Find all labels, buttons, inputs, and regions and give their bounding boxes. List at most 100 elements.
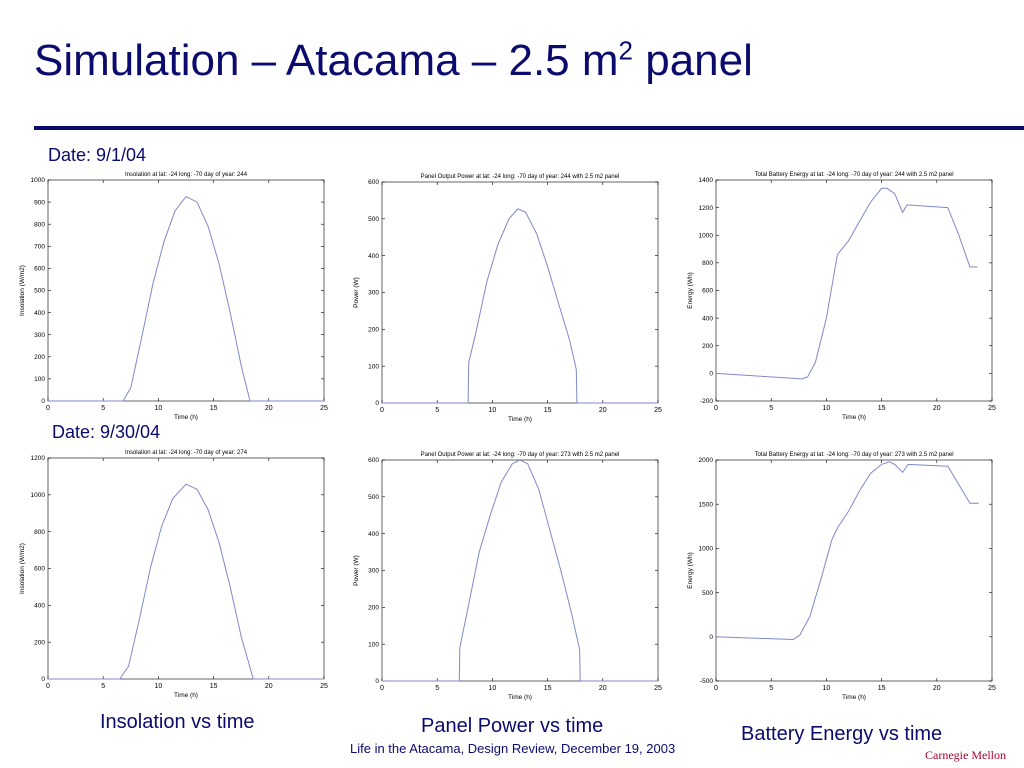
x-tick-label: 5 (435, 685, 439, 692)
y-tick-label: 0 (41, 676, 45, 683)
plot-frame (715, 459, 993, 682)
x-tick-label: 20 (265, 405, 273, 412)
series-line (48, 483, 324, 680)
x-axis-label: Time (h) (508, 694, 532, 701)
x-axis-label: Time (h) (508, 416, 532, 423)
y-tick-label: 400 (34, 603, 45, 610)
title-suffix: panel (633, 36, 753, 85)
y-axis-label: Power (W) (353, 277, 360, 308)
y-tick-label: 2000 (699, 457, 714, 464)
x-tick-label: 0 (714, 405, 718, 412)
x-axis-label: Time (h) (842, 694, 866, 701)
y-tick-label: 400 (34, 310, 45, 317)
y-tick-label: 1500 (699, 501, 714, 508)
x-tick-label: 5 (101, 405, 105, 412)
plot-frame (47, 457, 325, 680)
y-tick-label: 100 (368, 363, 379, 370)
chart-svg: Total Battery Energy at lat: -24 long: -… (687, 172, 996, 421)
chart-title: Total Battery Energy at lat: -24 long: -… (754, 452, 953, 458)
y-tick-label: 400 (702, 315, 713, 322)
y-tick-label: 100 (34, 376, 45, 383)
x-tick-label: 10 (823, 405, 831, 412)
x-axis-label: Time (h) (174, 692, 198, 699)
y-tick-label: 1000 (31, 177, 46, 184)
y-tick-label: 1000 (699, 232, 714, 239)
y-tick-label: 400 (368, 253, 379, 260)
x-tick-label: 20 (599, 685, 607, 692)
y-tick-label: 500 (702, 590, 713, 597)
chart-title: Total Battery Energy at lat: -24 long: -… (754, 172, 953, 178)
chart-svg: Panel Output Power at lat: -24 long: -70… (353, 452, 662, 701)
x-tick-label: 25 (320, 683, 328, 690)
plot-frame (47, 179, 325, 402)
y-tick-label: -500 (700, 678, 713, 685)
y-tick-label: -200 (700, 398, 713, 405)
y-tick-label: 0 (41, 398, 45, 405)
y-tick-label: 600 (368, 457, 379, 464)
y-axis-label: Power (W) (353, 555, 360, 586)
x-tick-label: 10 (489, 407, 497, 414)
y-tick-label: 700 (34, 244, 45, 251)
chart-svg: Insolation at lat: -24 long: -70 day of … (19, 450, 328, 699)
battery-energy-chart-day-273: Total Battery Energy at lat: -24 long: -… (682, 448, 1002, 701)
x-tick-label: 5 (101, 683, 105, 690)
y-tick-label: 800 (702, 260, 713, 267)
chart-svg: Total Battery Energy at lat: -24 long: -… (687, 452, 996, 701)
x-tick-label: 15 (210, 405, 218, 412)
series-line (382, 459, 658, 682)
y-tick-label: 200 (368, 327, 379, 334)
x-tick-label: 0 (714, 685, 718, 692)
y-tick-label: 0 (375, 400, 379, 407)
y-tick-label: 200 (368, 605, 379, 612)
x-tick-label: 0 (380, 685, 384, 692)
panel-power-chart-day-273: Panel Output Power at lat: -24 long: -70… (348, 448, 668, 701)
x-tick-label: 25 (654, 407, 662, 414)
caption-battery-energy: Battery Energy vs time (741, 723, 943, 745)
y-tick-label: 1000 (31, 492, 46, 499)
y-tick-label: 0 (375, 678, 379, 685)
y-tick-label: 300 (368, 568, 379, 575)
x-tick-label: 15 (878, 405, 886, 412)
series-line (715, 187, 978, 380)
panel-power-chart-day-244: Panel Output Power at lat: -24 long: -70… (348, 170, 668, 423)
y-tick-label: 1200 (31, 455, 46, 462)
y-tick-label: 1200 (699, 205, 714, 212)
carnegie-mellon-logo: Carnegie Mellon (925, 748, 1006, 762)
y-axis-label: Insolation (W/m2) (19, 543, 26, 594)
x-tick-label: 15 (878, 685, 886, 692)
chart-svg: Panel Output Power at lat: -24 long: -70… (353, 174, 662, 423)
chart-svg: Insolation at lat: -24 long: -70 day of … (19, 172, 328, 421)
insolation-chart-day-274: Insolation at lat: -24 long: -70 day of … (14, 446, 334, 699)
x-tick-label: 25 (320, 405, 328, 412)
x-tick-label: 25 (654, 685, 662, 692)
y-tick-label: 600 (34, 566, 45, 573)
x-tick-label: 0 (46, 405, 50, 412)
x-tick-label: 5 (769, 685, 773, 692)
x-tick-label: 0 (380, 407, 384, 414)
chart-title: Panel Output Power at lat: -24 long: -70… (421, 452, 620, 458)
plot-frame (381, 181, 659, 404)
y-tick-label: 900 (34, 199, 45, 206)
x-axis-label: Time (h) (174, 414, 198, 421)
x-tick-label: 20 (933, 685, 941, 692)
series-line (715, 461, 979, 641)
y-tick-label: 600 (702, 288, 713, 295)
date-label-2: Date: 9/30/04 (52, 422, 161, 442)
y-tick-label: 500 (368, 216, 379, 223)
plot-frame (715, 179, 993, 402)
x-tick-label: 25 (988, 405, 996, 412)
y-axis-label: Insolation (W/m2) (19, 265, 26, 316)
y-axis-label: Energy (Wh) (687, 272, 694, 308)
chart-title: Insolation at lat: -24 long: -70 day of … (125, 450, 248, 456)
y-tick-label: 100 (368, 641, 379, 648)
y-tick-label: 600 (368, 179, 379, 186)
y-tick-label: 800 (34, 221, 45, 228)
title-superscript: 2 (618, 35, 633, 66)
y-tick-label: 200 (34, 639, 45, 646)
title-text: Simulation – Atacama – 2.5 m (34, 36, 619, 85)
x-tick-label: 20 (933, 405, 941, 412)
x-tick-label: 20 (599, 407, 607, 414)
slide-title: Simulation – Atacama – 2.5 m2 panel (34, 36, 753, 86)
y-tick-label: 1000 (699, 546, 714, 553)
y-tick-label: 1400 (699, 177, 714, 184)
